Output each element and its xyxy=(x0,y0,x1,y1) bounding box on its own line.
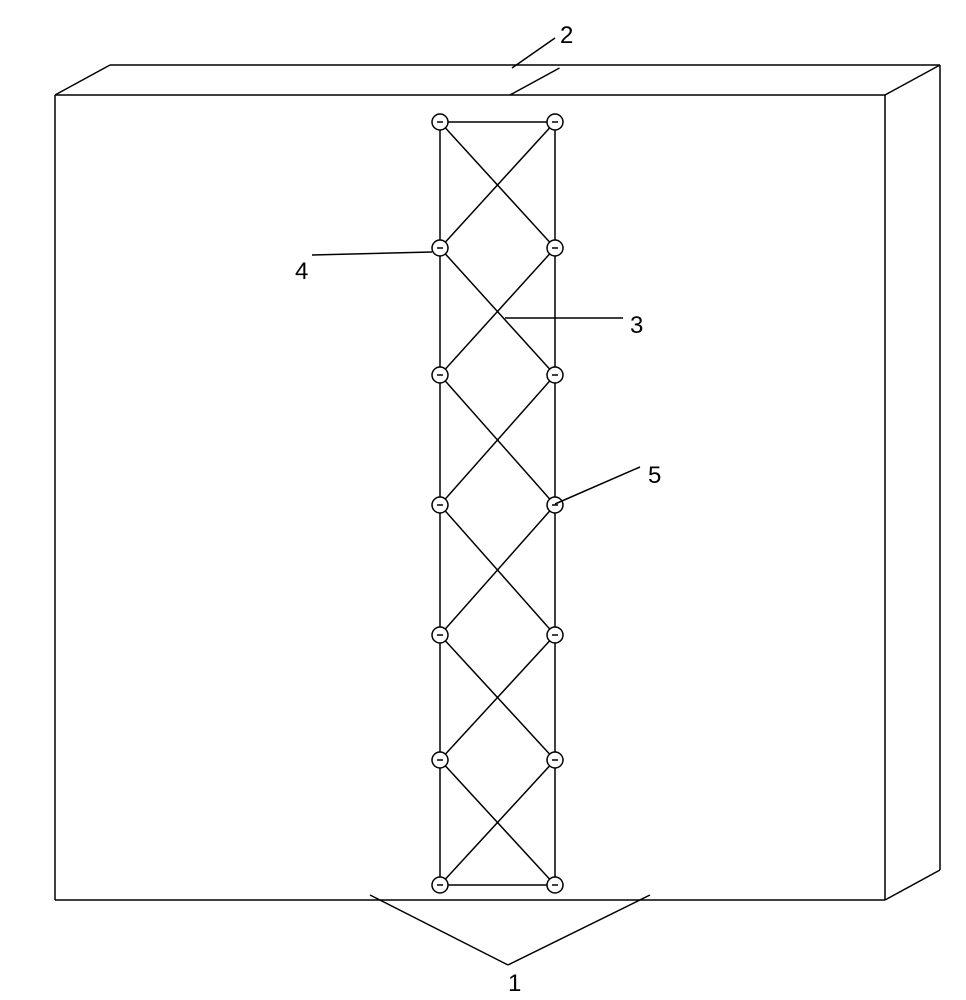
callout-label-5: 5 xyxy=(648,462,661,490)
callout-label-4: 4 xyxy=(295,258,308,286)
callout-label-1: 1 xyxy=(508,970,521,998)
diagram-svg xyxy=(0,0,966,1000)
callout-label-2: 2 xyxy=(560,22,573,50)
callout-label-3: 3 xyxy=(630,312,643,340)
